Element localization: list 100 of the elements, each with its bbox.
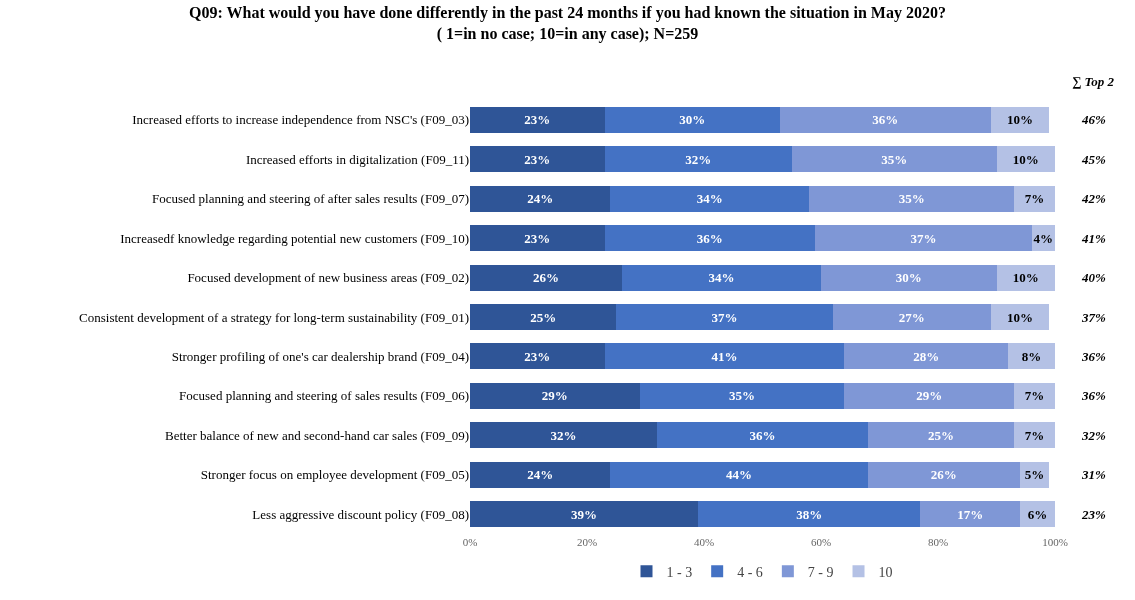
text: 46%: [1081, 112, 1106, 127]
data-label: 10%: [1012, 151, 1039, 167]
bar: [604, 343, 845, 370]
bar: [604, 106, 781, 133]
data-label: 34%: [696, 191, 723, 207]
data-label: 26%: [533, 270, 560, 286]
bar: [604, 225, 816, 252]
bar: [698, 501, 921, 528]
data-label: 30%: [679, 112, 706, 128]
bar: [470, 303, 617, 331]
data-label: 25%: [927, 427, 954, 443]
x-tick-label: 0%: [462, 536, 478, 548]
y-tick-label: Focused planning and steering of after sales results (F09_07): [152, 191, 469, 207]
data-label: 5%: [1024, 467, 1045, 483]
bar: [616, 303, 833, 331]
text: ∑ Top 2: [1072, 74, 1115, 89]
data-label: 23%: [524, 151, 551, 167]
bar: [996, 146, 1055, 173]
chart-title: Q09: What would you have done differently in the past 24 months if you had known the situation in May 2020?: [189, 4, 946, 22]
data-label: 37%: [910, 230, 937, 246]
data-label: 36%: [749, 427, 776, 443]
data-label: 29%: [541, 388, 568, 404]
bar: [622, 264, 821, 291]
chart-subtitle: ( 1=in no case; 10=in any case); N=259: [436, 24, 699, 43]
bar: [832, 303, 991, 331]
bar: [470, 146, 605, 173]
data-label: 35%: [881, 151, 908, 167]
text: 37%: [1081, 310, 1106, 325]
data-label: 39%: [571, 506, 598, 522]
data-label: 36%: [696, 230, 723, 246]
data-label: 26%: [930, 467, 957, 483]
text: 45%: [1081, 152, 1106, 167]
bar: [867, 422, 1015, 449]
data-label: 10%: [1006, 309, 1033, 325]
bar: [809, 185, 1015, 212]
data-label: 23%: [524, 348, 551, 364]
bar: [844, 343, 1009, 370]
text: 31%: [1081, 467, 1106, 482]
data-label: 24%: [527, 191, 554, 207]
y-tick-label: Increased efforts in digitalization (F09_11): [245, 151, 469, 167]
y-tick-label: Better balance of new and second-hand car sales (F09_09): [165, 427, 469, 443]
data-label: 23%: [524, 230, 551, 246]
bar: [791, 146, 997, 173]
data-label: 10%: [1012, 270, 1039, 286]
bar: [1014, 382, 1055, 409]
bar: [990, 106, 1050, 133]
bar: [639, 382, 845, 409]
y-tick-label: Increased efforts to increase independence from NSC's (F09_03): [132, 112, 469, 128]
data-label: 17%: [957, 506, 984, 522]
bar: [996, 264, 1055, 291]
bar: [867, 461, 1020, 488]
bar: [1014, 185, 1055, 212]
bar: [844, 382, 1015, 409]
bar: [604, 146, 792, 173]
bar: [821, 264, 997, 291]
y-tick-label: Focused development of new business areas (F09_02): [187, 270, 469, 286]
text: 36%: [1081, 349, 1106, 364]
text: 41%: [1081, 231, 1106, 246]
data-label: 38%: [796, 506, 823, 522]
bar: [470, 185, 611, 212]
bar: [470, 461, 611, 488]
text: 40%: [1081, 270, 1106, 285]
y-tick-label: Stronger profiling of one's car dealership brand (F09_04): [171, 349, 469, 364]
bar: [470, 225, 605, 252]
x-tick-label: 60%: [810, 536, 832, 548]
legend-label: 7 - 9: [807, 564, 834, 580]
y-tick-label: Focused planning and steering of sales results (F09_06): [179, 388, 469, 404]
bar: [920, 501, 1020, 528]
bar: [1008, 343, 1055, 370]
data-label: 32%: [550, 427, 577, 443]
bar: [990, 303, 1050, 331]
data-label: 44%: [726, 467, 753, 483]
data-label: 32%: [685, 151, 712, 167]
text: 23%: [1081, 507, 1106, 522]
text: 42%: [1081, 191, 1106, 206]
data-label: 8%: [1021, 348, 1042, 364]
y-tick-label: Increasedf knowledge regarding potential new customers (F09_10): [120, 230, 469, 246]
data-label: 7%: [1024, 427, 1045, 443]
x-tick-label: 20%: [576, 536, 598, 548]
data-label: 10%: [1006, 112, 1033, 128]
bar: [470, 422, 658, 449]
data-label: 35%: [898, 191, 925, 207]
bar: [470, 264, 623, 291]
data-label: 28%: [913, 348, 940, 364]
legend-label: 10: [878, 564, 893, 580]
bar: [470, 106, 605, 133]
data-label: 23%: [524, 112, 551, 128]
data-label: 29%: [916, 388, 943, 404]
data-label: 24%: [527, 467, 554, 483]
y-tick-label: Consistent development of a strategy for long-term sustainability (F09_01): [79, 309, 469, 325]
bar: [470, 382, 640, 409]
data-label: 7%: [1024, 388, 1045, 404]
x-tick-label: 80%: [927, 536, 949, 548]
data-label: 34%: [708, 270, 735, 286]
data-label: 4%: [1033, 230, 1054, 246]
x-tick-label: 40%: [693, 536, 715, 548]
bar: [470, 501, 699, 528]
bar: [815, 225, 1032, 252]
data-label: 41%: [711, 348, 738, 364]
data-label: 37%: [711, 309, 738, 325]
